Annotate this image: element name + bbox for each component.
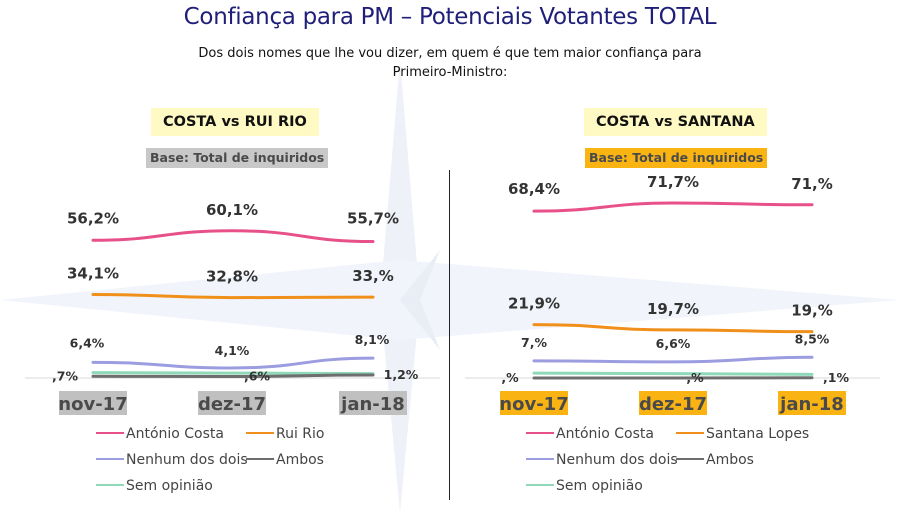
right-base-label: Base: Total de inquiridos [585, 148, 768, 168]
left-base-label: Base: Total de inquiridos [146, 148, 329, 168]
left-series-nenhum-dos-dois [91, 356, 375, 370]
legend-item: Santana Lopes [676, 424, 809, 444]
legend-swatch-icon [676, 457, 704, 461]
left-data-label: 56,2% [67, 209, 119, 227]
legend-label: Ambos [276, 452, 324, 468]
legend-swatch-icon [246, 457, 274, 461]
left-x-tick-bg [198, 391, 266, 415]
left-x-tick-label: jan-18 [340, 394, 405, 415]
left-series-sem-opini-o [91, 371, 375, 376]
legend-swatch-icon [246, 431, 274, 435]
left-series-ambos [91, 373, 375, 379]
legend-swatch-icon [526, 457, 554, 461]
left-data-label: 55,7% [347, 210, 399, 228]
legend-label: António Costa [556, 426, 654, 442]
legend-swatch-icon [96, 457, 124, 461]
left-data-label: 32,8% [206, 268, 258, 286]
legend-swatch-icon [526, 431, 554, 435]
legend-label: Santana Lopes [706, 426, 810, 442]
right-data-label: 71,% [791, 175, 833, 193]
right-data-label: 21,9% [508, 295, 560, 313]
legend-label: Sem opinião [556, 478, 643, 494]
left-data-label: ,6% [244, 369, 270, 384]
left-data-label: 8,1% [355, 332, 390, 347]
right-data-label: 68,4% [508, 180, 560, 198]
legend-item: Nenhum dos dois [96, 450, 248, 470]
legend-label: Sem opinião [126, 478, 213, 494]
right-series-nenhum-dos-dois [532, 355, 814, 364]
legend-label: Ambos [706, 452, 754, 468]
legend-item: Ambos [246, 450, 324, 470]
question-line-2: Primeiro-Ministro: [392, 65, 508, 80]
legend-label: Nenhum dos dois [556, 452, 678, 468]
right-series-sem-opini-o [532, 371, 814, 376]
question-line-1: Dos dois nomes que lhe vou dizer, em que… [198, 46, 702, 61]
right-series-santana-lopes [532, 323, 814, 334]
right-data-label: 71,7% [647, 173, 699, 191]
left-data-label: ,7% [52, 368, 78, 383]
left-x-tick-bg [339, 391, 407, 415]
right-data-label: 6,6% [656, 336, 691, 351]
left-data-label: 33,% [352, 267, 394, 285]
right-x-tick-label: dez-17 [639, 394, 707, 415]
panel-divider [449, 170, 450, 500]
right-x-tick-bg [778, 391, 846, 415]
left-x-tick-bg [59, 391, 127, 415]
legend-item: Ambos [676, 450, 754, 470]
legend-item: António Costa [526, 424, 654, 444]
right-data-label: 8,5% [795, 331, 830, 346]
legend-swatch-icon [676, 431, 704, 435]
legend-swatch-icon [96, 483, 124, 487]
left-data-label: 6,4% [70, 335, 105, 350]
right-data-label: ,1% [823, 370, 849, 385]
legend-label: Nenhum dos dois [126, 452, 248, 468]
left-series-rui-rio [91, 292, 375, 300]
left-x-tick-label: dez-17 [198, 394, 266, 415]
left-series-ant-nio-costa [91, 229, 375, 244]
right-series-ant-nio-costa [532, 201, 814, 213]
legend-item: Sem opinião [526, 476, 643, 496]
legend-label: António Costa [126, 426, 224, 442]
right-x-tick-label: jan-18 [779, 394, 844, 415]
left-data-label: 1,2% [384, 367, 419, 382]
right-x-tick-bg [500, 391, 568, 415]
legend-item: Nenhum dos dois [526, 450, 678, 470]
left-x-tick-label: nov-17 [58, 394, 127, 415]
right-x-tick-bg [639, 391, 707, 415]
legend-label: Rui Rio [276, 426, 325, 442]
right-data-label: 19,% [791, 302, 833, 320]
right-data-label: 7,% [521, 335, 547, 350]
page-title: Confiança para PM – Potenciais Votantes … [183, 4, 717, 30]
right-data-label: ,% [686, 370, 704, 385]
left-panel-title: COSTA vs RUI RIO [151, 108, 319, 136]
left-data-label: 34,1% [67, 264, 119, 282]
legend-item: Rui Rio [246, 424, 325, 444]
question-text: Dos dois nomes que lhe vou dizer, em que… [190, 44, 710, 82]
legend-swatch-icon [96, 431, 124, 435]
right-x-tick-label: nov-17 [499, 394, 568, 415]
legend-item: Sem opinião [96, 476, 213, 496]
legend-swatch-icon [526, 483, 554, 487]
right-data-label: 19,7% [647, 300, 699, 318]
right-panel-title: COSTA vs SANTANA [584, 108, 767, 136]
left-data-label: 60,1% [206, 201, 258, 219]
left-data-label: 4,1% [215, 343, 250, 358]
right-data-label: ,% [501, 370, 519, 385]
legend-item: António Costa [96, 424, 224, 444]
